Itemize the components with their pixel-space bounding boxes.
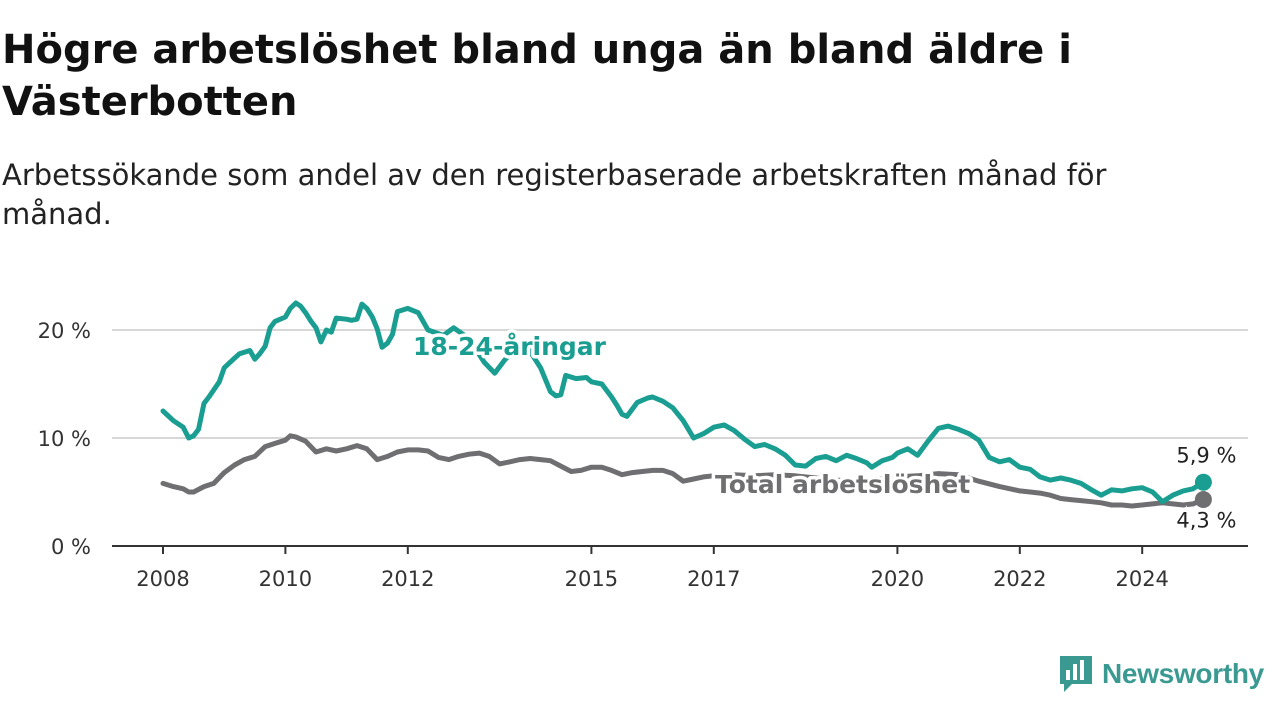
series-line-0 xyxy=(160,300,1206,505)
end-point-marker-1 xyxy=(1194,491,1212,509)
series-lines xyxy=(160,300,1206,509)
gridlines xyxy=(112,329,1248,439)
end-value-label-1: 4,3 % xyxy=(1176,509,1236,533)
x-tick-label: 2010 xyxy=(259,567,312,591)
end-value-label-0: 5,9 % xyxy=(1176,443,1236,467)
x-tick-label: 2024 xyxy=(1115,567,1168,591)
brand-name: Newsworthy xyxy=(1102,658,1264,689)
y-tick-label: 10 % xyxy=(38,427,91,451)
y-tick-label: 20 % xyxy=(38,319,91,343)
newsworthy-logo-icon xyxy=(1060,656,1092,692)
brand-logo: Newsworthy xyxy=(1058,654,1278,694)
chart-subtitle: Arbetssökande som andel av den registerb… xyxy=(2,158,1107,231)
line-chart: 0 % 10 % 20 % 2008 2010 2012 2015 2017 2020 2022 2… xyxy=(38,300,1248,591)
y-tick-label: 0 % xyxy=(51,535,91,559)
series-labels: 18-24-åringar Total arbetslöshet 5,9 % 4,3 … xyxy=(410,329,1239,536)
x-tick-label: 2015 xyxy=(565,567,618,591)
end-point-marker-0 xyxy=(1194,473,1212,491)
series-label-total: Total arbetslöshet xyxy=(715,470,970,499)
x-tick-label: 2017 xyxy=(687,567,740,591)
series-line-1 xyxy=(160,433,1206,509)
axes: 0 % 10 % 20 % 2008 2010 2012 2015 2017 2020 2022 2… xyxy=(38,319,1248,591)
x-tick-label: 2008 xyxy=(136,567,189,591)
series-label-youth: 18-24-åringar xyxy=(413,332,607,361)
x-tick-label: 2022 xyxy=(993,567,1046,591)
x-tick-label: 2020 xyxy=(871,567,924,591)
chart-title: Högre arbetslöshet bland unga än bland ä… xyxy=(2,27,1072,125)
x-tick-label: 2012 xyxy=(381,567,434,591)
